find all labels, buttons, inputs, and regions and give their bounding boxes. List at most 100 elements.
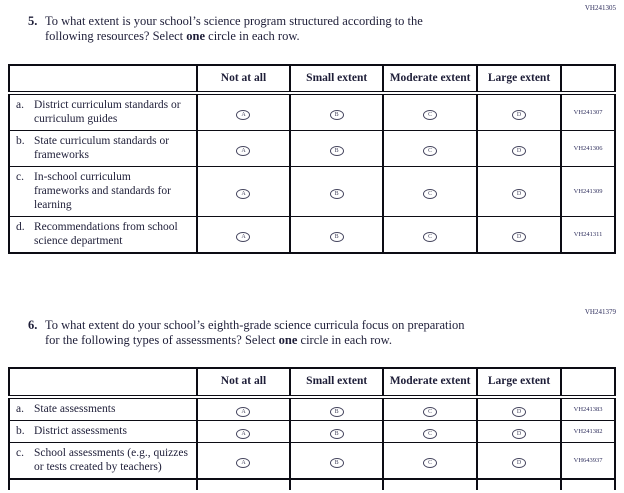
table-row: d. Recommendations from school science de… (8, 215, 616, 254)
row-letter: c. (16, 170, 24, 183)
answer-circle-b[interactable]: B (329, 407, 344, 418)
row-label-cell: d. Recommendations from school science de… (8, 215, 198, 254)
option-cell: D (475, 129, 563, 167)
question-5: 5. To what extent is your school’s scien… (28, 14, 616, 44)
item-code-cell: VH241307 (560, 92, 616, 131)
cut-off-cell (475, 477, 563, 490)
option-cell: D (475, 215, 563, 254)
answer-circle-b[interactable]: B (329, 189, 344, 200)
option-cell: D (475, 165, 563, 217)
row-letter: a. (16, 402, 24, 415)
item-code-cell: VH241383 (560, 396, 616, 421)
answer-circle-a[interactable]: A (236, 110, 251, 121)
answer-circle-d[interactable]: D (512, 189, 527, 200)
answer-circle-d[interactable]: D (512, 232, 527, 243)
answer-circle-a[interactable]: A (236, 189, 251, 200)
option-cell: D (475, 441, 563, 480)
row-label: District assessments (34, 424, 127, 437)
question-text-bold: one (186, 28, 206, 43)
option-cell: A (195, 92, 292, 131)
column-header-not-at-all: Not at all (195, 63, 292, 95)
answer-circle-c[interactable]: C (423, 429, 438, 440)
row-label-cell: c. School assessments (e.g., quizzes or t… (8, 441, 198, 480)
option-cell: A (195, 396, 292, 421)
row-letter: c. (16, 446, 24, 459)
table-row: a. District curriculum standards or curri… (8, 92, 616, 131)
option-cell: A (195, 441, 292, 480)
question-5-response-table: Not at all Small extent Moderate extent … (8, 63, 616, 254)
table-row: a. State assessments A B C D VH241383 (8, 396, 616, 421)
option-cell: C (382, 441, 478, 480)
cut-off-cell (560, 477, 616, 490)
answer-circle-c[interactable]: C (423, 232, 438, 243)
option-cell: A (195, 419, 292, 443)
row-label: State curriculum standards or frameworks (34, 134, 170, 161)
option-cell: D (475, 92, 563, 131)
row-label: State assessments (34, 402, 116, 415)
answer-circle-b[interactable]: B (329, 110, 344, 121)
option-cell: A (195, 165, 292, 217)
answer-circle-c[interactable]: C (423, 458, 438, 469)
question-text-line1: To what extent is your school’s science … (45, 14, 423, 28)
column-header-code (560, 63, 616, 95)
row-label: District curriculum standards or curricu… (34, 98, 181, 125)
row-letter: d. (16, 220, 25, 233)
answer-circle-c[interactable]: C (423, 110, 438, 121)
question-5-item-code: VH241305 (584, 4, 616, 12)
cut-off-row (8, 477, 616, 490)
answer-circle-c[interactable]: C (423, 189, 438, 200)
answer-circle-d[interactable]: D (512, 429, 527, 440)
option-cell: B (289, 215, 385, 254)
answer-circle-a[interactable]: A (236, 407, 251, 418)
column-header-large-extent: Large extent (475, 63, 563, 95)
answer-circle-d[interactable]: D (512, 110, 527, 121)
cut-off-cell (195, 477, 292, 490)
question-6-response-table: Not at all Small extent Moderate extent … (8, 367, 616, 490)
question-text-line2-end: circle in each row. (297, 332, 393, 347)
question-text-line2-end: circle in each row. (205, 28, 300, 43)
answer-circle-c[interactable]: C (423, 146, 438, 157)
item-code-cell: VH643937 (560, 441, 616, 480)
item-code-cell: VH241382 (560, 419, 616, 443)
column-header-empty (8, 63, 198, 95)
option-cell: A (195, 215, 292, 254)
answer-circle-a[interactable]: A (236, 232, 251, 243)
column-header-not-at-all: Not at all (195, 367, 292, 399)
item-code-cell: VH241306 (560, 129, 616, 167)
option-cell: B (289, 165, 385, 217)
row-letter: a. (16, 98, 24, 111)
question-text: To what extent is your school’s science … (45, 14, 423, 44)
column-header-large-extent: Large extent (475, 367, 563, 399)
answer-circle-a[interactable]: A (236, 146, 251, 157)
option-cell: B (289, 92, 385, 131)
cut-off-cell (382, 477, 478, 490)
answer-circle-d[interactable]: D (512, 407, 527, 418)
answer-circle-b[interactable]: B (329, 429, 344, 440)
answer-circle-b[interactable]: B (329, 232, 344, 243)
row-label: School assessments (e.g., quizzes or tes… (34, 446, 188, 473)
question-6: 6. To what extent do your school’s eight… (28, 318, 616, 348)
question-text-bold: one (278, 332, 298, 347)
answer-circle-b[interactable]: B (329, 146, 344, 157)
row-label: Recommendations from school science depa… (34, 220, 178, 247)
answer-circle-a[interactable]: A (236, 429, 251, 440)
option-cell: B (289, 396, 385, 421)
option-cell: A (195, 129, 292, 167)
table-row: b. District assessments A B C D VH241382 (8, 419, 616, 443)
column-header-small-extent: Small extent (289, 367, 385, 399)
column-header-small-extent: Small extent (289, 63, 385, 95)
question-text: To what extent do your school’s eighth-g… (45, 318, 464, 348)
answer-circle-b[interactable]: B (329, 458, 344, 469)
table-row: c. In-school curriculum frameworks and st… (8, 165, 616, 217)
answer-circle-a[interactable]: A (236, 458, 251, 469)
row-label-cell: a. State assessments (8, 396, 198, 421)
answer-circle-d[interactable]: D (512, 146, 527, 157)
option-cell: C (382, 92, 478, 131)
question-number: 6. (28, 317, 38, 332)
option-cell: C (382, 215, 478, 254)
answer-circle-d[interactable]: D (512, 458, 527, 469)
option-cell: C (382, 396, 478, 421)
column-header-moderate-extent: Moderate extent (382, 63, 478, 95)
answer-circle-c[interactable]: C (423, 407, 438, 418)
